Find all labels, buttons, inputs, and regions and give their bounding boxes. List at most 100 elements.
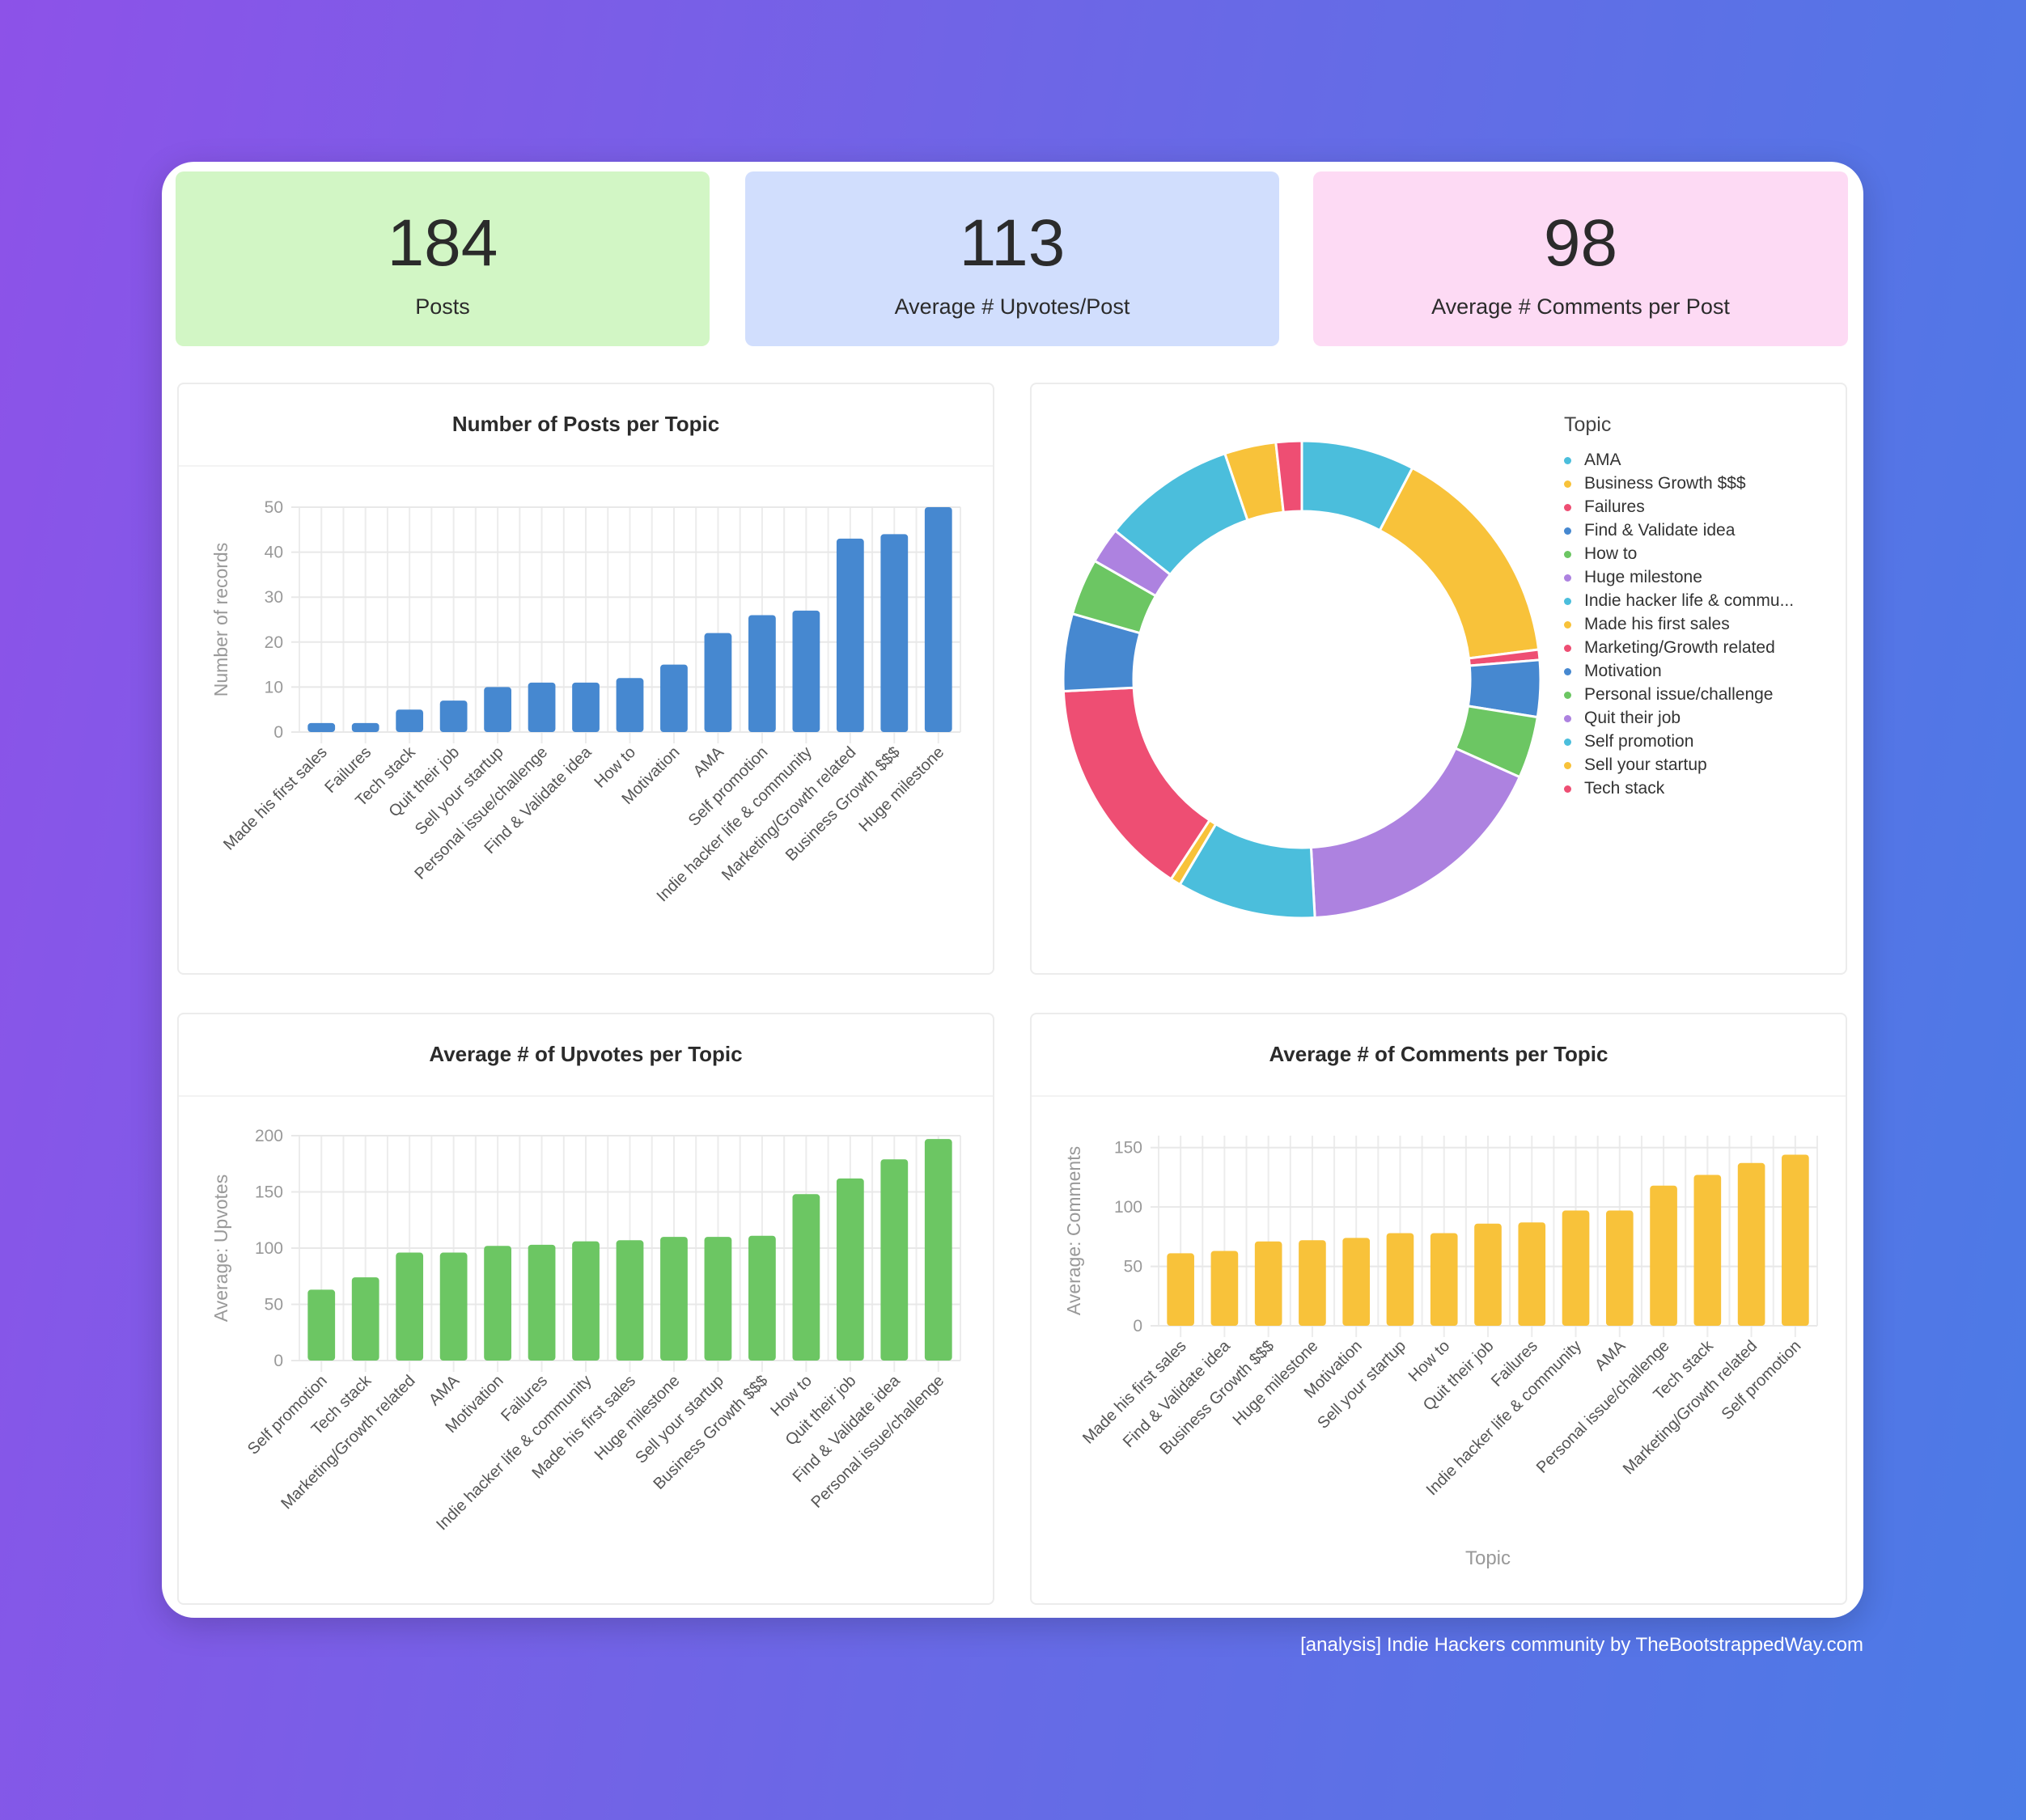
bar bbox=[1474, 1223, 1502, 1326]
y-tick-label: 200 bbox=[255, 1127, 283, 1145]
legend-item[interactable]: AMA bbox=[1564, 448, 1794, 472]
legend-label: AMA bbox=[1584, 451, 1621, 469]
bar bbox=[924, 1139, 952, 1361]
y-tick-label: 50 bbox=[265, 1296, 283, 1314]
legend-swatch-icon bbox=[1564, 597, 1571, 605]
comments-per-topic-chart: Average # of Comments per Topic 0 50 100 15… bbox=[1030, 1013, 1847, 1605]
chart-title: Average # of Comments per Topic bbox=[1269, 1042, 1609, 1066]
legend-swatch-icon bbox=[1564, 644, 1571, 652]
bar bbox=[1342, 1238, 1371, 1326]
bar bbox=[1562, 1210, 1590, 1326]
legend-item[interactable]: Business Growth $$$ bbox=[1564, 472, 1794, 495]
x-tick-label: Self promotion bbox=[244, 1372, 331, 1458]
x-tick-label: AMA bbox=[690, 743, 728, 781]
legend-item[interactable]: Marketing/Growth related bbox=[1564, 636, 1794, 659]
legend-item[interactable]: Failures bbox=[1564, 495, 1794, 518]
topic-donut-chart: Topic AMA Business Growth $$$ Failures Find… bbox=[1030, 383, 1847, 975]
bar bbox=[484, 1246, 511, 1361]
bar bbox=[704, 1237, 732, 1361]
legend-swatch-icon bbox=[1564, 691, 1571, 699]
legend-item[interactable]: Self promotion bbox=[1564, 730, 1794, 753]
bar bbox=[704, 633, 732, 732]
bar bbox=[836, 1178, 864, 1361]
legend-item[interactable]: Made his first sales bbox=[1564, 612, 1794, 636]
donut-slice bbox=[1274, 439, 1303, 514]
y-tick-label: 20 bbox=[265, 633, 283, 652]
bar bbox=[792, 1194, 820, 1361]
y-tick-label: 150 bbox=[1114, 1139, 1142, 1158]
legend-item[interactable]: Indie hacker life & commu... bbox=[1564, 589, 1794, 612]
y-tick-label: 30 bbox=[265, 588, 283, 607]
bar bbox=[1605, 1210, 1634, 1326]
bar bbox=[528, 1244, 556, 1361]
bar bbox=[396, 1252, 424, 1361]
bar bbox=[351, 1277, 379, 1361]
y-tick-label: 100 bbox=[255, 1239, 283, 1258]
legend-title: Topic bbox=[1564, 413, 1612, 436]
kpi-value: 98 bbox=[1543, 206, 1618, 280]
x-tick-label: AMA bbox=[1592, 1337, 1630, 1375]
bar bbox=[1210, 1251, 1239, 1326]
y-tick-label: 10 bbox=[265, 678, 283, 696]
y-axis-title: Number of records bbox=[210, 543, 231, 696]
legend-item[interactable]: Huge milestone bbox=[1564, 565, 1794, 589]
bar bbox=[616, 678, 644, 732]
legend-swatch-icon bbox=[1564, 574, 1571, 582]
bar bbox=[792, 610, 820, 732]
kpi-avg-comments: 98 Average # Comments per Post bbox=[1313, 171, 1848, 346]
kpi-label: Posts bbox=[415, 294, 470, 319]
x-tick-label: Made his first sales bbox=[220, 743, 331, 854]
bar bbox=[660, 664, 688, 732]
dashboard-card: 184 Posts 113 Average # Upvotes/Post 98 … bbox=[162, 162, 1863, 1618]
donut-slice bbox=[1378, 466, 1541, 660]
bar bbox=[528, 682, 556, 732]
y-tick-label: 0 bbox=[273, 723, 283, 742]
legend-swatch-icon bbox=[1564, 761, 1571, 769]
bar bbox=[748, 615, 776, 732]
legend-item[interactable]: Personal issue/challenge bbox=[1564, 683, 1794, 706]
x-tick-label: Self promotion bbox=[685, 743, 772, 830]
legend-label: Failures bbox=[1584, 497, 1645, 516]
legend-swatch-icon bbox=[1564, 480, 1571, 488]
legend-label: Made his first sales bbox=[1584, 615, 1730, 633]
upvotes-per-topic-chart: Average # of Upvotes per Topic 0 50 100 150… bbox=[177, 1013, 994, 1605]
legend-swatch-icon bbox=[1564, 714, 1571, 722]
kpi-posts: 184 Posts bbox=[176, 171, 710, 346]
kpi-value: 184 bbox=[387, 206, 498, 280]
y-axis-title: Average: Upvotes bbox=[210, 1175, 231, 1322]
legend-item[interactable]: Sell your startup bbox=[1564, 753, 1794, 777]
legend-label: Find & Validate idea bbox=[1584, 521, 1736, 540]
legend-item[interactable]: How to bbox=[1564, 542, 1794, 565]
bar bbox=[439, 1252, 468, 1361]
legend-label: Indie hacker life & commu... bbox=[1584, 591, 1795, 610]
bar bbox=[616, 1240, 644, 1361]
legend-label: Tech stack bbox=[1584, 779, 1665, 798]
legend-swatch-icon bbox=[1564, 667, 1571, 675]
bar bbox=[484, 687, 511, 732]
bar bbox=[1782, 1154, 1809, 1326]
bar bbox=[1650, 1185, 1677, 1326]
kpi-avg-upvotes: 113 Average # Upvotes/Post bbox=[745, 171, 1279, 346]
bar bbox=[1299, 1240, 1326, 1326]
y-tick-label: 100 bbox=[1114, 1198, 1142, 1217]
bar bbox=[1254, 1241, 1282, 1326]
bar bbox=[1167, 1253, 1194, 1326]
legend-item[interactable]: Tech stack bbox=[1564, 777, 1794, 800]
legend-label: Huge milestone bbox=[1584, 568, 1702, 586]
legend-item[interactable]: Find & Validate idea bbox=[1564, 518, 1794, 542]
bar bbox=[1693, 1175, 1722, 1326]
bar bbox=[924, 507, 952, 732]
legend-swatch-icon bbox=[1564, 550, 1571, 558]
legend-item[interactable]: Quit their job bbox=[1564, 706, 1794, 730]
legend-item[interactable]: Motivation bbox=[1564, 659, 1794, 683]
bar bbox=[1518, 1222, 1546, 1326]
bar bbox=[880, 1159, 909, 1361]
chart-title: Average # of Upvotes per Topic bbox=[429, 1042, 743, 1066]
kpi-value: 113 bbox=[959, 206, 1066, 280]
legend-swatch-icon bbox=[1564, 785, 1571, 793]
legend-label: Self promotion bbox=[1584, 732, 1694, 751]
kpi-label: Average # Comments per Post bbox=[1431, 294, 1730, 319]
posts-per-topic-chart: Number of Posts per Topic 0 10 20 30 40 50 Mad… bbox=[177, 383, 994, 975]
